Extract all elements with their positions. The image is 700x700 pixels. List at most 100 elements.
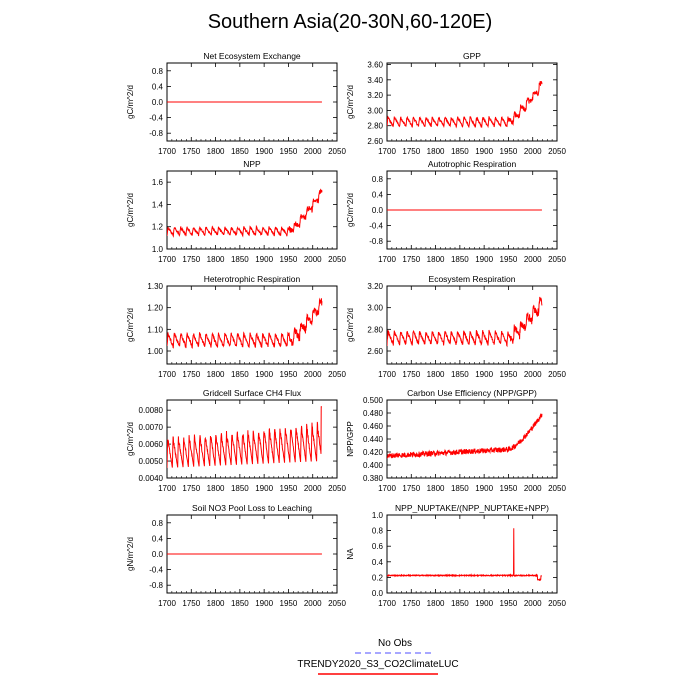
x-tick-label: 2000 [524, 484, 542, 493]
panel-ecosystem-respiration: Ecosystem Respiration 1700 1750 1800 1850 190… [346, 274, 566, 379]
legend-label-no-obs: No Obs [378, 638, 412, 649]
x-tick-label: 1800 [427, 147, 445, 156]
x-tick-label: 1950 [500, 255, 518, 264]
panel-carbon-use-efficiency-npp-gpp: Carbon Use Efficiency (NPP/GPP) 1700 1750 1… [346, 388, 566, 493]
legend: No Obs TRENDY2020_S3_CO2ClimateLUC [297, 638, 459, 675]
x-tick-label: 1950 [280, 147, 298, 156]
x-tick-label: 1750 [182, 147, 200, 156]
x-tick-label: 2050 [328, 599, 346, 608]
x-tick-label: 1700 [158, 599, 176, 608]
panel-title: Ecosystem Respiration [429, 274, 516, 284]
x-tick-label: 1850 [451, 370, 469, 379]
x-tick-label: 1700 [378, 370, 396, 379]
y-tick-label: -0.4 [149, 114, 163, 123]
x-tick-label: 1750 [402, 255, 420, 264]
panel-title: NPP [243, 159, 261, 169]
x-tick-label: 2000 [524, 370, 542, 379]
x-tick-label: 1800 [207, 255, 225, 264]
x-tick-label: 2050 [548, 370, 566, 379]
y-tick-label: 3.60 [367, 61, 383, 70]
y-tick-label: 1.10 [147, 325, 163, 334]
panel-title: Carbon Use Efficiency (NPP/GPP) [407, 388, 537, 398]
y-tick-label: -0.8 [369, 237, 383, 246]
y-tick-label: 0.8 [372, 175, 384, 184]
x-tick-label: 2050 [328, 370, 346, 379]
y-tick-label: 0.8 [372, 527, 384, 536]
panel-title: Gridcell Surface CH4 Flux [203, 388, 302, 398]
y-tick-label: 1.20 [147, 304, 163, 313]
x-tick-label: 2050 [548, 484, 566, 493]
x-tick-label: 1750 [182, 370, 200, 379]
y-axis-label: gC/m^2/d [126, 422, 135, 456]
panels-grid: Net Ecosystem Exchange 1700 1750 1800 1850 19… [126, 51, 566, 608]
y-axis-label: NA [346, 548, 355, 560]
x-tick-label: 1750 [182, 484, 200, 493]
x-tick-label: 1900 [255, 370, 273, 379]
x-tick-label: 1700 [378, 147, 396, 156]
x-tick-label: 1700 [378, 255, 396, 264]
plot-frame [166, 399, 338, 479]
y-tick-label: -0.8 [149, 581, 163, 590]
x-tick-label: 2000 [524, 255, 542, 264]
x-tick-label: 2050 [548, 599, 566, 608]
y-tick-label: 3.00 [367, 106, 383, 115]
x-tick-label: 1900 [255, 484, 273, 493]
plot-frame [386, 285, 558, 365]
panel-title: Soil NO3 Pool Loss to Leaching [192, 503, 312, 513]
y-tick-label: 0.4 [372, 190, 384, 199]
x-tick-label: 2000 [304, 255, 322, 264]
x-tick-label: 1850 [231, 370, 249, 379]
panel-net-ecosystem-exchange: Net Ecosystem Exchange 1700 1750 1800 1850 19… [126, 51, 346, 156]
series-line-trendy2020-s3-co2climateluc [387, 528, 542, 582]
y-tick-label: 0.500 [363, 396, 384, 405]
x-tick-label: 1850 [231, 147, 249, 156]
x-tick-label: 2000 [304, 147, 322, 156]
y-tick-label: 0.0060 [139, 440, 164, 449]
x-tick-label: 1800 [207, 599, 225, 608]
x-tick-label: 1950 [500, 147, 518, 156]
x-tick-label: 2000 [524, 599, 542, 608]
y-tick-label: 0.460 [363, 422, 384, 431]
plot-frame [386, 62, 558, 142]
y-tick-label: 0.6 [372, 542, 384, 551]
x-tick-label: 1800 [427, 484, 445, 493]
panel-title: Autotrophic Respiration [428, 159, 517, 169]
x-tick-label: 1950 [500, 599, 518, 608]
y-axis-label: gC/m^2/d [346, 193, 355, 227]
y-tick-label: 0.2 [372, 573, 384, 582]
y-tick-label: 0.0 [152, 98, 164, 107]
y-tick-label: 0.8 [152, 519, 164, 528]
x-tick-label: 2000 [304, 484, 322, 493]
panel-npp-nuptake-npp-nuptake-npp: NPP_NUPTAKE/(NPP_NUPTAKE+NPP) 1700 1750 180… [346, 503, 566, 608]
plot-frame [166, 170, 338, 250]
x-tick-label: 1850 [451, 255, 469, 264]
x-tick-label: 1750 [402, 599, 420, 608]
x-tick-label: 1800 [427, 599, 445, 608]
x-tick-label: 1800 [207, 370, 225, 379]
panel-gpp: GPP 1700 1750 1800 1850 1900 1950 2000 2050 2.60 2… [346, 51, 566, 156]
plot-frame [166, 285, 338, 365]
y-tick-label: 0.440 [363, 435, 384, 444]
panel-npp: NPP 1700 1750 1800 1850 1900 1950 2000 2050 1.0 1.… [126, 159, 346, 264]
series-line-trendy2020-s3-co2climateluc [387, 80, 543, 129]
x-tick-label: 1800 [207, 147, 225, 156]
y-tick-label: 2.80 [367, 122, 383, 131]
y-tick-label: 2.80 [367, 325, 383, 334]
series-line-trendy2020-s3-co2climateluc [167, 188, 323, 238]
x-tick-label: 1850 [451, 147, 469, 156]
panel-title: NPP_NUPTAKE/(NPP_NUPTAKE+NPP) [395, 503, 549, 513]
x-tick-label: 2000 [524, 147, 542, 156]
x-tick-label: 1950 [280, 370, 298, 379]
x-tick-label: 1900 [475, 484, 493, 493]
x-tick-label: 1850 [451, 599, 469, 608]
panel-soil-no3-pool-loss-to-leaching: Soil NO3 Pool Loss to Leaching 1700 1750 18… [126, 503, 346, 608]
x-tick-label: 1950 [500, 370, 518, 379]
x-tick-label: 1850 [451, 484, 469, 493]
x-tick-label: 1850 [231, 484, 249, 493]
y-tick-label: 2.60 [367, 137, 383, 146]
y-tick-label: 1.30 [147, 282, 163, 291]
y-tick-label: 0.4 [372, 558, 384, 567]
y-tick-label: 1.0 [372, 511, 384, 520]
x-tick-label: 1700 [378, 484, 396, 493]
y-axis-label: NPP/GPP [346, 421, 355, 457]
